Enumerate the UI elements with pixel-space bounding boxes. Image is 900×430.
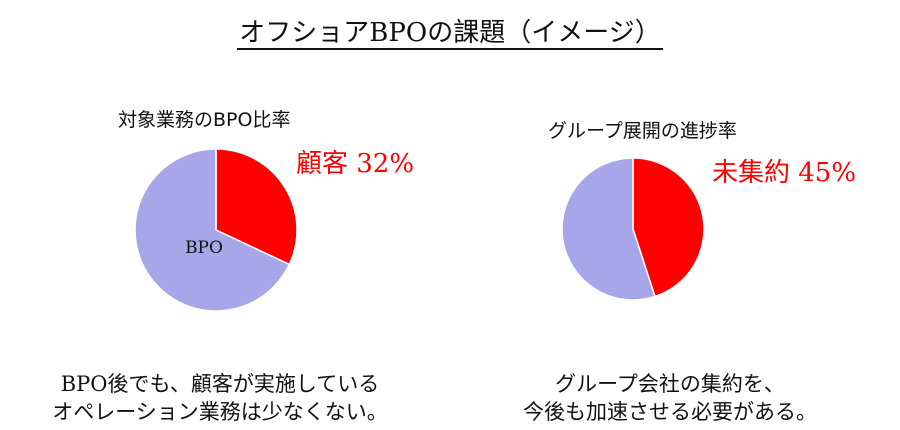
right-caption: グループ会社の集約を、 今後も加速させる必要がある。 [460, 370, 880, 426]
left-caption-line-2: オペレーション業務は少なくない。 [52, 400, 388, 424]
right-highlight-label: 未集約 45% [712, 158, 857, 188]
right-pie-slice-2 [561, 157, 656, 301]
left-chart-title: 対象業務のBPO比率 [118, 109, 291, 131]
left-slice-label-bpo: BPO [185, 238, 223, 258]
left-highlight-label: 顧客 32% [296, 149, 415, 179]
page-title: オフショアBPOの課題（イメージ） [237, 18, 663, 50]
left-caption: BPO後でも、顧客が実施している オペレーション業務は少なくない。 [20, 370, 420, 426]
right-pie-chart [561, 157, 705, 301]
right-pie-slice-1 [632, 157, 705, 298]
left-pie-slice-2 [134, 148, 291, 312]
right-chart-title: グループ展開の進捗率 [548, 120, 737, 142]
right-caption-line-2: 今後も加速させる必要がある。 [523, 400, 817, 424]
left-pie-slice-1 [215, 148, 298, 266]
left-pie-chart: BPO [134, 148, 298, 312]
right-caption-line-1: グループ会社の集約を、 [555, 372, 785, 396]
left-caption-line-1: BPO後でも、顧客が実施している [60, 372, 380, 396]
